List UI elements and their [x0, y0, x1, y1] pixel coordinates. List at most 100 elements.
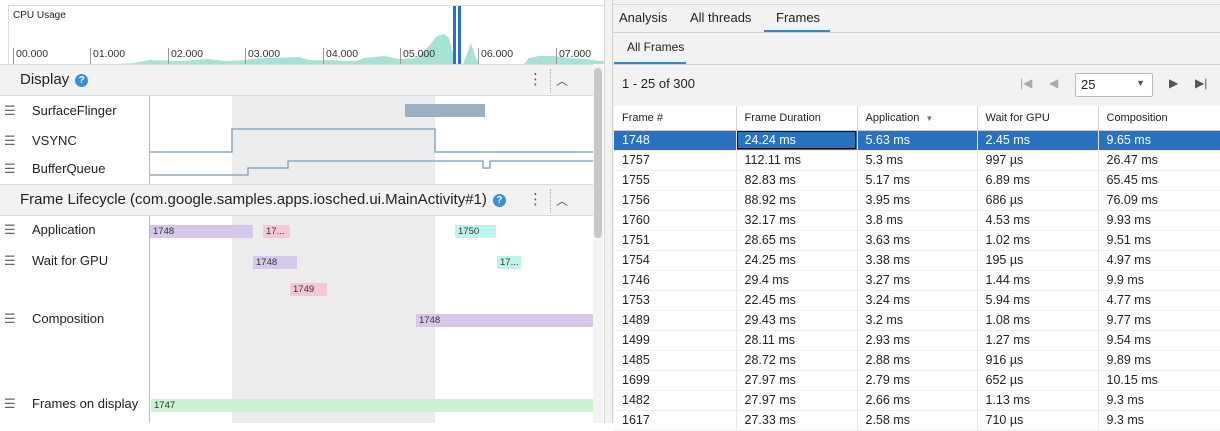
- drag-handle-icon[interactable]: ☰: [4, 222, 16, 237]
- table-row[interactable]: 1482 27.97 ms 2.66 ms 1.13 ms 9.3 ms: [614, 390, 1220, 411]
- scrollbar-thumb[interactable]: [594, 68, 602, 238]
- frame-slice[interactable]: 17...: [263, 225, 290, 238]
- drag-handle-icon[interactable]: ☰: [4, 103, 16, 118]
- drag-handle-icon[interactable]: ☰: [4, 253, 16, 268]
- table-cell[interactable]: 28.65 ms: [736, 230, 858, 251]
- track-composition[interactable]: ☰ Composition: [0, 309, 104, 329]
- table-cell[interactable]: 3.95 ms: [857, 190, 978, 211]
- collapse-chevron-icon[interactable]: ︿: [556, 194, 569, 208]
- column-header[interactable]: Frame #: [614, 106, 737, 131]
- table-cell[interactable]: 9.51 ms: [1098, 230, 1220, 251]
- track-frames-on-display[interactable]: ☰ Frames on display: [0, 394, 138, 414]
- table-cell[interactable]: 2.88 ms: [857, 350, 978, 371]
- vertical-scrollbar[interactable]: [593, 64, 603, 423]
- table-cell[interactable]: 24.25 ms: [736, 250, 858, 271]
- table-cell[interactable]: 1.08 ms: [977, 310, 1099, 331]
- table-cell[interactable]: 27.33 ms: [736, 410, 858, 431]
- track-surfaceflinger[interactable]: ☰ SurfaceFlinger: [0, 101, 117, 121]
- last-page-icon[interactable]: ▶|: [1195, 76, 1208, 90]
- table-cell[interactable]: 1.02 ms: [977, 230, 1099, 251]
- table-row[interactable]: 1617 27.33 ms 2.58 ms 710 µs 9.3 ms: [614, 410, 1220, 431]
- frame-slice[interactable]: 17...: [497, 256, 521, 269]
- table-cell[interactable]: 1.44 ms: [977, 270, 1099, 291]
- table-row[interactable]: 1489 29.43 ms 3.2 ms 1.08 ms 9.77 ms: [614, 310, 1220, 331]
- tab-analysis[interactable]: Analysis: [619, 10, 668, 25]
- table-cell[interactable]: 112.11 ms: [736, 150, 858, 171]
- table-cell[interactable]: 1699: [614, 370, 737, 391]
- table-cell[interactable]: 5.63 ms: [857, 130, 978, 151]
- table-cell[interactable]: 5.94 ms: [977, 290, 1099, 311]
- table-cell[interactable]: 27.97 ms: [736, 390, 858, 411]
- track-bufferqueue[interactable]: ☰ BufferQueue: [0, 159, 105, 179]
- table-cell[interactable]: 686 µs: [977, 190, 1099, 211]
- tab-frames[interactable]: Frames: [776, 10, 821, 25]
- column-header[interactable]: Wait for GPU: [977, 106, 1099, 131]
- frame-slice[interactable]: 1747: [151, 399, 593, 412]
- table-cell[interactable]: 1757: [614, 150, 737, 171]
- column-header[interactable]: Composition: [1098, 106, 1220, 131]
- table-cell[interactable]: 1746: [614, 270, 737, 291]
- next-page-icon[interactable]: ▶: [1169, 76, 1179, 90]
- table-row[interactable]: 1751 28.65 ms 3.63 ms 1.02 ms 9.51 ms: [614, 230, 1220, 251]
- track-application[interactable]: ☰ Application: [0, 220, 96, 240]
- frame-lifecycle-section-header[interactable]: Frame Lifecycle (com.google.samples.apps…: [0, 184, 597, 216]
- table-row[interactable]: 1699 27.97 ms 2.79 ms 652 µs 10.15 ms: [614, 370, 1220, 391]
- table-cell[interactable]: 3.2 ms: [857, 310, 978, 331]
- table-row[interactable]: 1756 88.92 ms 3.95 ms 686 µs 76.09 ms: [614, 190, 1220, 211]
- drag-handle-icon[interactable]: ☰: [4, 161, 16, 176]
- table-cell[interactable]: 24.24 ms: [736, 130, 858, 151]
- frame-slice[interactable]: 1748: [253, 256, 297, 269]
- table-cell[interactable]: 3.24 ms: [857, 290, 978, 311]
- table-cell[interactable]: 195 µs: [977, 250, 1099, 271]
- table-cell[interactable]: 652 µs: [977, 370, 1099, 391]
- table-cell[interactable]: 5.3 ms: [857, 150, 978, 171]
- table-cell[interactable]: 1756: [614, 190, 737, 211]
- table-cell[interactable]: 2.93 ms: [857, 330, 978, 351]
- table-cell[interactable]: 5.17 ms: [857, 170, 978, 191]
- table-cell[interactable]: 28.11 ms: [736, 330, 858, 351]
- more-options-icon[interactable]: ⋮: [528, 71, 543, 88]
- table-cell[interactable]: 9.65 ms: [1098, 130, 1220, 151]
- table-cell[interactable]: 9.9 ms: [1098, 270, 1220, 291]
- table-cell[interactable]: 10.15 ms: [1098, 370, 1220, 391]
- table-row[interactable]: 1748 24.24 ms 5.63 ms 2.45 ms 9.65 ms: [614, 130, 1220, 151]
- table-cell[interactable]: 65.45 ms: [1098, 170, 1220, 191]
- table-cell[interactable]: 2.58 ms: [857, 410, 978, 431]
- table-row[interactable]: 1753 22.45 ms 3.24 ms 5.94 ms 4.77 ms: [614, 290, 1220, 311]
- table-cell[interactable]: 4.53 ms: [977, 210, 1099, 231]
- frame-slice[interactable]: 1748: [416, 314, 593, 327]
- table-cell[interactable]: 1485: [614, 350, 737, 371]
- table-cell[interactable]: 4.77 ms: [1098, 290, 1220, 311]
- track-wait-for-gpu[interactable]: ☰ Wait for GPU: [0, 251, 108, 271]
- help-icon[interactable]: ?: [492, 193, 506, 207]
- table-cell[interactable]: 4.97 ms: [1098, 250, 1220, 271]
- first-page-icon[interactable]: |◀: [1020, 76, 1033, 90]
- table-cell[interactable]: 6.89 ms: [977, 170, 1099, 191]
- table-cell[interactable]: 3.38 ms: [857, 250, 978, 271]
- table-row[interactable]: 1757 112.11 ms 5.3 ms 997 µs 26.47 ms: [614, 150, 1220, 171]
- table-cell[interactable]: 2.45 ms: [977, 130, 1099, 151]
- table-row[interactable]: 1755 82.83 ms 5.17 ms 6.89 ms 65.45 ms: [614, 170, 1220, 191]
- selected-range[interactable]: [232, 96, 435, 184]
- table-cell[interactable]: 1754: [614, 250, 737, 271]
- display-section-header[interactable]: Display? ⋮ ︿: [0, 64, 597, 96]
- table-cell[interactable]: 27.97 ms: [736, 370, 858, 391]
- table-cell[interactable]: 32.17 ms: [736, 210, 858, 231]
- table-cell[interactable]: 1755: [614, 170, 737, 191]
- table-cell[interactable]: 1499: [614, 330, 737, 351]
- cpu-usage-track[interactable]: CPU Usage 00.000 01.000 02.000 03.000 04…: [8, 5, 604, 64]
- previous-page-icon[interactable]: ◀: [1049, 76, 1059, 90]
- frame-slice[interactable]: 1750: [455, 225, 496, 238]
- track-vsync[interactable]: ☰ VSYNC: [0, 131, 77, 151]
- subtab-all-frames[interactable]: All Frames: [627, 40, 685, 54]
- table-cell[interactable]: 9.3 ms: [1098, 390, 1220, 411]
- table-cell[interactable]: 9.93 ms: [1098, 210, 1220, 231]
- table-cell[interactable]: 916 µs: [977, 350, 1099, 371]
- collapse-chevron-icon[interactable]: ︿: [556, 74, 569, 88]
- table-row[interactable]: 1760 32.17 ms 3.8 ms 4.53 ms 9.93 ms: [614, 210, 1220, 231]
- table-cell[interactable]: 9.89 ms: [1098, 350, 1220, 371]
- table-cell[interactable]: 3.63 ms: [857, 230, 978, 251]
- table-cell[interactable]: 26.47 ms: [1098, 150, 1220, 171]
- table-cell[interactable]: 1748: [614, 130, 737, 151]
- table-cell[interactable]: 82.83 ms: [736, 170, 858, 191]
